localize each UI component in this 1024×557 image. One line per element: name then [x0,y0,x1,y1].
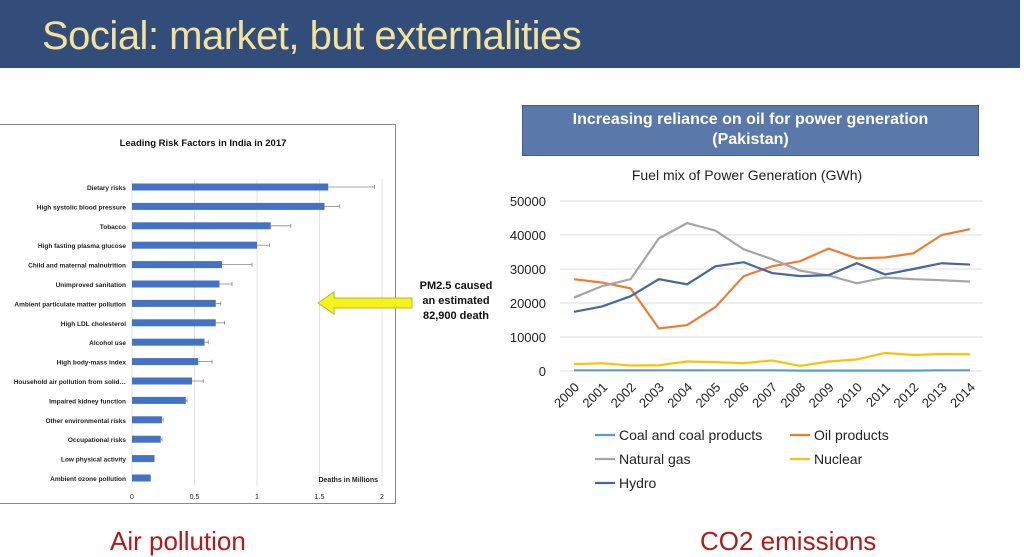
category-label: Occupational risks [68,437,127,444]
y-tick-label: 40000 [510,228,546,243]
bar [132,475,151,482]
x-tick-label: 2006 [721,380,752,411]
bar [132,242,257,249]
category-label: Ambient particulate matter pollution [14,301,126,308]
y-tick-label: 50000 [510,194,546,209]
x-tick-label: 2000 [551,380,582,411]
x-tick-label: 2008 [777,380,808,411]
chart-title: Fuel mix of Power Generation (GWh) [632,167,862,183]
category-label: High body-mass index [57,360,127,367]
x-tick-label: 2003 [636,380,667,411]
x-tick-label: 2009 [806,380,837,411]
series-line [574,223,970,297]
category-label: High fasting plasma glucose [38,243,127,250]
banner-line: Increasing reliance on oil for power gen… [523,110,978,130]
x-tick-label: 2005 [692,380,723,411]
category-label: Child and maternal malnutrition [28,263,126,270]
x-tick-label: 1 [255,494,259,501]
x-tick-label: 0 [130,494,134,501]
bar [132,281,220,288]
x-tick-label: 2 [380,494,384,501]
callout-line: 82,900 death [412,309,500,324]
legend-label: Natural gas [619,451,691,467]
bar [132,261,222,268]
category-label: Household air pollution from solid… [14,379,126,386]
x-tick-label: 0.5 [190,494,200,501]
bar [132,397,186,404]
category-label: Impaired kidney function [49,398,126,405]
bar [132,339,205,346]
legend-label: Hydro [619,475,657,491]
x-tick-label: 2007 [749,380,780,411]
right-caption: CO2 emissions [700,526,876,557]
category-label: Ambient ozone pollution [50,476,126,483]
bar [132,455,155,462]
category-label: Other environmental risks [45,418,126,425]
x-tick-label: 2004 [664,380,695,411]
category-label: High systolic blood pressure [37,204,127,211]
arrow-icon [316,290,414,316]
legend-label: Nuclear [814,451,863,467]
x-tick-label: 2014 [947,380,978,411]
x-tick-label: 2002 [608,380,639,411]
x-tick-label: 2013 [919,380,950,411]
category-label: Unimproved sanitation [56,282,126,289]
bar [132,300,216,307]
x-axis-label: Deaths in Millions [318,477,378,484]
pm25-callout: PM2.5 caused an estimated 82,900 death [412,279,500,324]
bar [132,203,325,210]
y-tick-label: 20000 [510,296,546,311]
left-caption: Air pollution [110,526,246,557]
x-tick-label: 2010 [834,380,865,411]
legend-label: Oil products [814,427,889,443]
category-label: Tobacco [100,224,126,231]
bar [132,184,328,191]
y-tick-label: 10000 [510,330,546,345]
x-tick-label: 2012 [890,380,921,411]
category-label: High LDL cholesterol [61,321,126,328]
bar [132,416,162,423]
category-label: Low physical activity [61,457,126,464]
x-tick-label: 2001 [579,380,610,411]
category-label: Dietary risks [87,185,126,192]
callout-line: PM2.5 caused [412,279,500,294]
bar [132,319,216,326]
chart-title: Leading Risk Factors in India in 2017 [120,138,287,149]
banner-line: (Pakistan) [523,130,978,150]
series-line [574,353,970,366]
bar [132,358,198,365]
x-tick-label: 2011 [863,380,893,410]
bar [132,378,192,385]
x-tick-label: 1.5 [315,494,325,501]
y-tick-label: 30000 [510,262,546,277]
bar [132,436,161,443]
fuel-mix-line-chart: Fuel mix of Power Generation (GWh) 0 10000… [500,160,1020,500]
category-label: Alcohol use [89,340,126,347]
slide-title: Social: market, but externalities [42,14,581,59]
y-tick-label: 0 [539,364,546,379]
legend-label: Coal and coal products [619,427,762,443]
chart-banner: Increasing reliance on oil for power gen… [522,105,979,156]
bar [132,222,271,229]
series-line [574,262,970,312]
callout-line: an estimated [412,294,500,309]
